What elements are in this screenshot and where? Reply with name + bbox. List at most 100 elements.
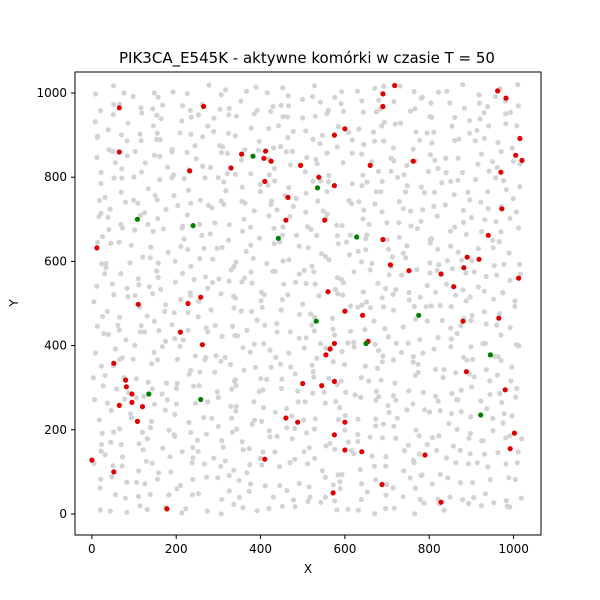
inactive-cell-point xyxy=(158,286,164,292)
inactive-cell-point xyxy=(196,383,202,389)
x-tick-label: 1000 xyxy=(498,542,529,556)
inactive-cell-point xyxy=(499,399,505,406)
inactive-cell-point xyxy=(205,285,211,291)
inactive-cell-point xyxy=(448,336,454,342)
inactive-cell-point xyxy=(394,415,400,421)
inactive-cell-point xyxy=(103,265,109,271)
inactive-cell-point xyxy=(228,403,234,409)
inactive-cell-point xyxy=(384,481,390,488)
inactive-cell-point xyxy=(463,231,469,238)
inactive-cell-point xyxy=(98,210,104,216)
inactive-cell-point xyxy=(274,207,280,213)
inactive-cell-point xyxy=(218,150,224,156)
inactive-cell-point xyxy=(279,376,285,382)
inactive-cell-point xyxy=(401,448,408,454)
inactive-cell-point xyxy=(481,135,487,141)
inactive-cell-point xyxy=(264,260,270,267)
inactive-cell-point xyxy=(381,83,387,89)
inactive-cell-point xyxy=(351,344,357,350)
inactive-cell-point xyxy=(448,344,454,350)
inactive-cell-point xyxy=(226,222,232,228)
inactive-cell-point xyxy=(204,474,210,480)
inactive-cell-point xyxy=(455,249,461,255)
inactive-cell-point xyxy=(201,414,207,421)
inactive-cell-point xyxy=(453,292,459,298)
inactive-cell-point xyxy=(384,220,390,226)
inactive-cell-point xyxy=(339,348,345,355)
inactive-cell-point xyxy=(138,138,144,144)
inactive-cell-point xyxy=(165,164,171,170)
y-axis: 0 200 400 600 800 1000 xyxy=(36,86,75,521)
inactive-cell-point xyxy=(195,491,202,497)
inactive-cell-point xyxy=(240,505,246,511)
inactive-cell-point xyxy=(435,334,441,341)
inactive-cell-point xyxy=(185,327,191,333)
inactive-cell-point xyxy=(306,484,312,490)
inactive-cell-point xyxy=(247,461,253,468)
inactive-cell-point xyxy=(295,399,301,405)
inactive-cell-point xyxy=(145,221,151,227)
inactive-cell-point xyxy=(111,429,117,435)
inactive-cell-point xyxy=(383,506,389,512)
inactive-cell-point xyxy=(491,500,497,506)
inactive-cell-point xyxy=(400,324,406,330)
inactive-cell-point xyxy=(485,464,491,470)
inactive-cell-point xyxy=(231,467,237,473)
active-cell-point xyxy=(134,216,140,222)
inactive-cell-point xyxy=(285,93,291,99)
inactive-cell-point xyxy=(157,153,163,159)
inactive-cell-point xyxy=(467,430,473,437)
inactive-cell-point xyxy=(429,114,435,120)
inactive-cell-point xyxy=(507,504,513,510)
inactive-cell-point xyxy=(300,417,307,423)
inactive-cell-point xyxy=(188,263,194,269)
active-cell-point xyxy=(461,265,467,271)
inactive-cell-point xyxy=(424,441,430,447)
inactive-cell-point xyxy=(251,208,257,214)
inactive-cell-point xyxy=(347,303,354,309)
inactive-cell-point xyxy=(471,269,477,275)
inactive-cell-point xyxy=(209,205,215,211)
inactive-cell-point xyxy=(233,403,239,409)
inactive-cell-point xyxy=(482,340,488,346)
inactive-cell-point xyxy=(342,361,348,368)
inactive-cell-point xyxy=(124,285,130,291)
active-cell-point xyxy=(495,88,501,94)
active-cell-point xyxy=(94,245,100,251)
inactive-cell-point xyxy=(100,383,106,389)
inactive-cell-point xyxy=(131,174,137,180)
inactive-cell-point xyxy=(416,451,423,457)
inactive-cell-point xyxy=(236,477,242,483)
inactive-cell-point xyxy=(390,291,396,297)
inactive-cell-point xyxy=(242,147,248,153)
inactive-cell-point xyxy=(172,279,178,285)
inactive-cell-point xyxy=(340,292,346,298)
inactive-cell-point xyxy=(472,138,478,144)
inactive-cell-point xyxy=(357,466,363,473)
inactive-cell-point xyxy=(382,326,388,332)
active-cell-point xyxy=(367,162,373,168)
active-cell-point xyxy=(380,91,386,97)
inactive-cell-point xyxy=(383,285,389,292)
inactive-cell-point xyxy=(475,161,481,167)
inactive-cell-point xyxy=(115,322,121,328)
inactive-cell-point xyxy=(369,453,375,459)
inactive-cell-point xyxy=(326,257,332,263)
inactive-cell-point xyxy=(290,497,296,503)
active-cell-point xyxy=(422,452,428,458)
inactive-cell-point xyxy=(359,302,365,308)
inactive-cell-point xyxy=(98,363,104,369)
inactive-cell-point xyxy=(318,499,324,505)
inactive-cell-point xyxy=(290,128,296,135)
inactive-cell-point xyxy=(296,335,302,341)
inactive-cell-point xyxy=(364,489,370,495)
inactive-cell-point xyxy=(420,350,426,356)
inactive-cell-point xyxy=(404,183,410,189)
inactive-cell-point xyxy=(432,366,439,372)
inactive-cell-point xyxy=(391,158,397,164)
inactive-cell-point xyxy=(229,386,235,392)
inactive-cell-point xyxy=(259,304,265,310)
inactive-cell-point xyxy=(272,268,278,274)
inactive-cell-point xyxy=(376,97,382,103)
inactive-cell-point xyxy=(284,114,290,120)
